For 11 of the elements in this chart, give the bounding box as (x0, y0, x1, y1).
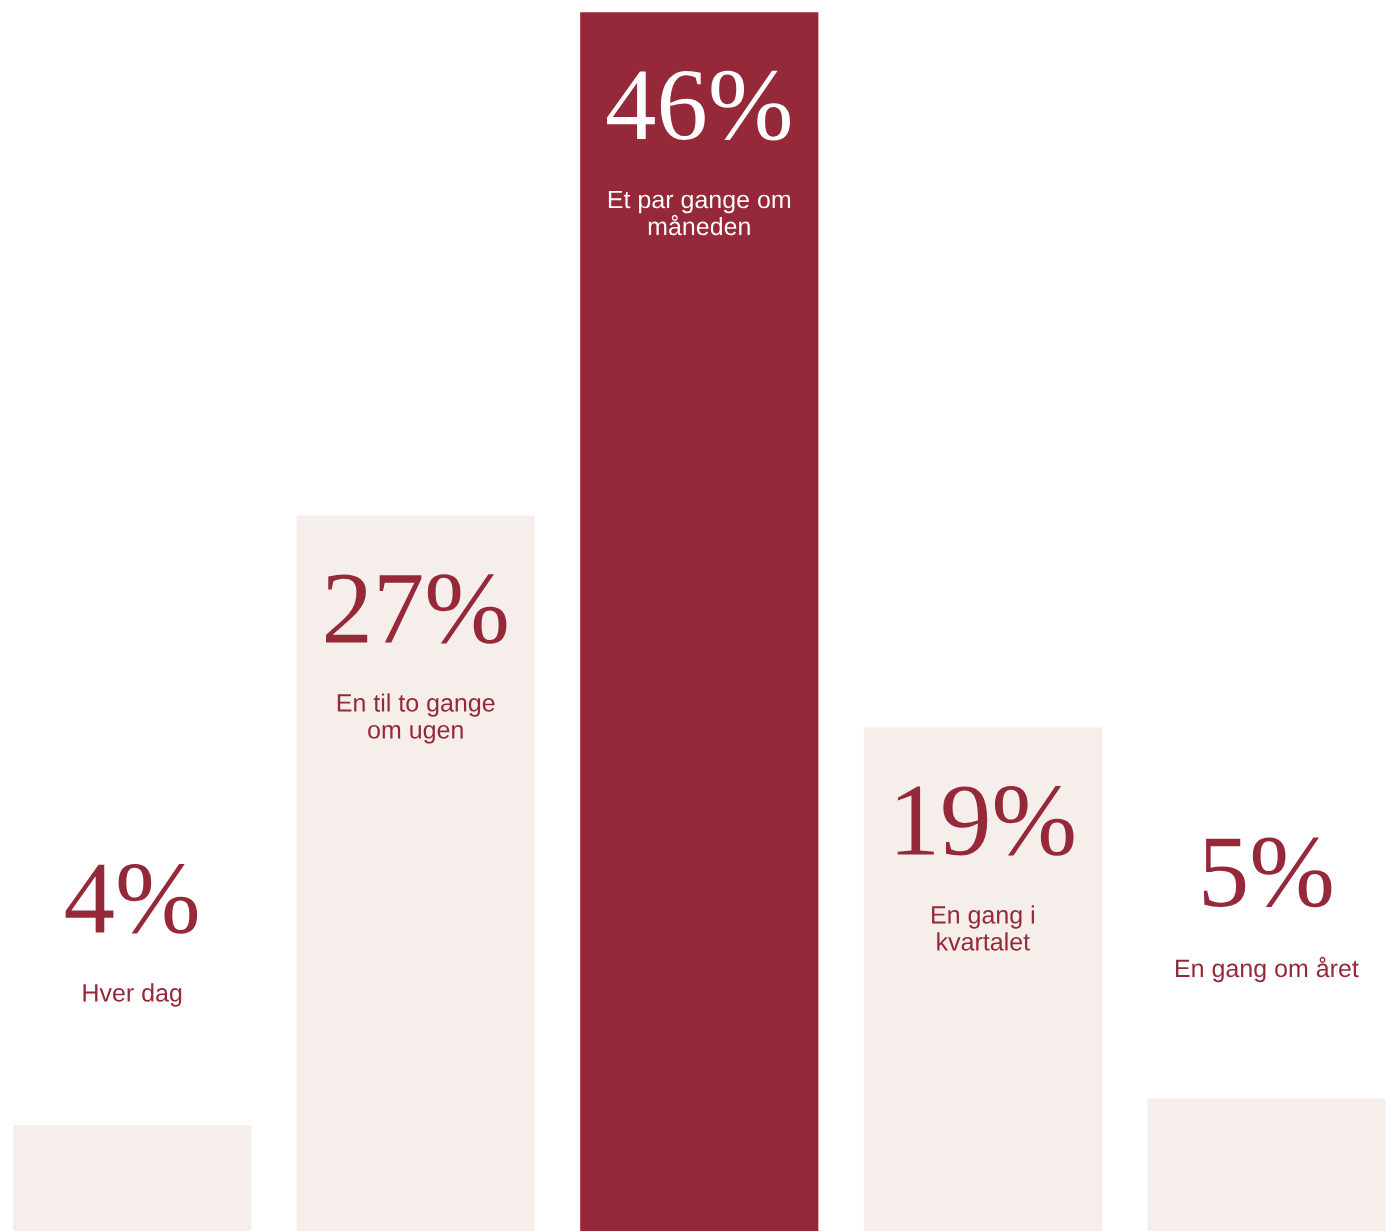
bar (580, 12, 819, 1231)
x-tick-label: Hver dag (83, 983, 182, 1007)
data-label: 27% (326, 574, 507, 644)
x-tick-label: En gang i kvartalet (932, 905, 1034, 951)
x-tick-label: En til to gange om ugen (337, 693, 495, 744)
x-tick-label: En gang om året (1176, 956, 1359, 983)
data-label: 5% (1203, 837, 1332, 908)
data-label: 4% (65, 864, 198, 934)
data-label: 46% (607, 70, 790, 141)
x-tick-label: Et par gange om måneden (608, 190, 791, 236)
data-label: 19% (897, 786, 1074, 856)
